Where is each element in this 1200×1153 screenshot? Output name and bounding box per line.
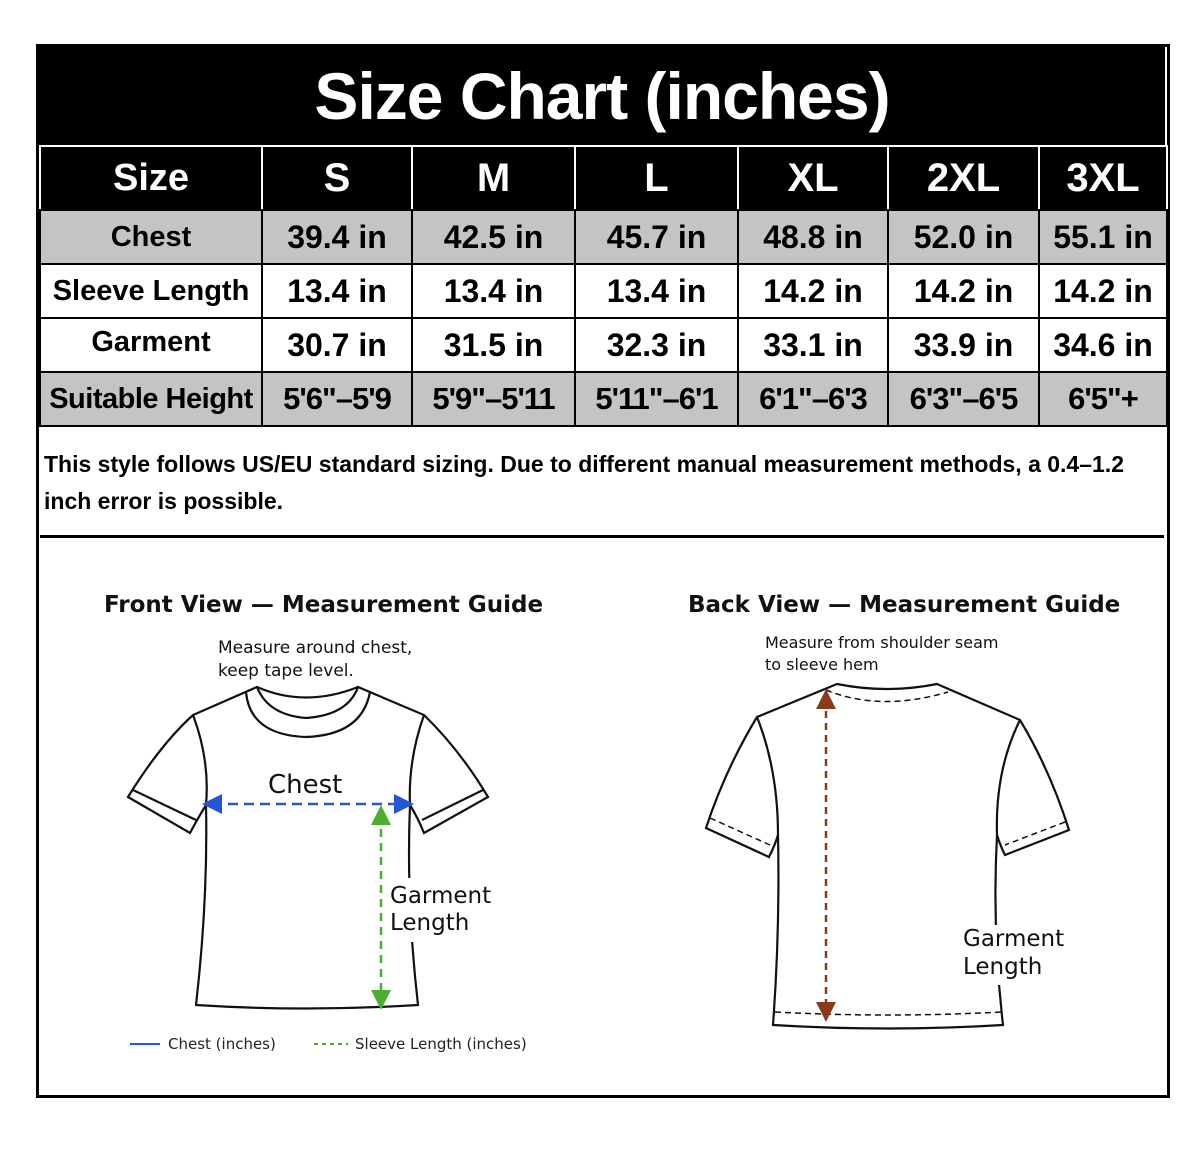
cell: 13.4 in bbox=[261, 263, 413, 319]
front-tshirt-icon bbox=[126, 685, 490, 1010]
cell: 13.4 in bbox=[411, 263, 576, 319]
sizing-note: This style follows US/EU standard sizing… bbox=[40, 432, 1164, 538]
header-row: Size S M L XL 2XL 3XL bbox=[39, 145, 1168, 211]
back-tshirt-icon bbox=[704, 682, 1071, 1030]
header-xl: XL bbox=[737, 145, 889, 211]
header-3xl: 3XL bbox=[1038, 145, 1168, 211]
front-instruction-1: Measure around chest, bbox=[218, 638, 412, 658]
size-table: Size S M L XL 2XL 3XL Chest 39.4 in 42.5… bbox=[39, 145, 1168, 427]
cell: 14.2 in bbox=[887, 263, 1040, 319]
cell: 5'11"–6'1 bbox=[574, 371, 739, 427]
header-size: Size bbox=[39, 145, 263, 211]
cell: 45.7 in bbox=[574, 209, 739, 265]
table-row-garment-length: Garment Length 30.7 in 31.5 in 32.3 in 3… bbox=[39, 317, 1168, 373]
size-chart-frame bbox=[36, 44, 1170, 1098]
cell: 6'5"+ bbox=[1038, 371, 1168, 427]
cell: 39.4 in bbox=[261, 209, 413, 265]
header-2xl: 2XL bbox=[887, 145, 1040, 211]
header-l: L bbox=[574, 145, 739, 211]
chart-title: Size Chart (inches) bbox=[39, 47, 1165, 145]
header-m: M bbox=[411, 145, 576, 211]
front-instruction-2: keep tape level. bbox=[218, 661, 354, 681]
cell: 14.2 in bbox=[1038, 263, 1168, 319]
cell: 32.3 in bbox=[574, 317, 739, 373]
back-instruction-1: Measure from shoulder seam bbox=[765, 633, 999, 652]
row-label: Suitable Height bbox=[39, 371, 263, 427]
cell: 52.0 in bbox=[887, 209, 1040, 265]
back-length-label-1: Garment bbox=[963, 926, 1064, 952]
row-label: Chest bbox=[39, 209, 263, 265]
back-stitching bbox=[709, 689, 1066, 1016]
row-label-text: Garment Length bbox=[91, 326, 211, 358]
front-view-title: Front View — Measurement Guide bbox=[104, 592, 543, 618]
cell: 33.9 in bbox=[887, 317, 1040, 373]
table-row-sleeve: Sleeve Length 13.4 in 13.4 in 13.4 in 14… bbox=[39, 263, 1168, 319]
cell: 33.1 in bbox=[737, 317, 889, 373]
cell: 31.5 in bbox=[411, 317, 576, 373]
table-row-chest: Chest 39.4 in 42.5 in 45.7 in 48.8 in 52… bbox=[39, 209, 1168, 265]
legend-sleeve-label: Sleeve Length (inches) bbox=[355, 1035, 527, 1053]
back-length-label-2: Length bbox=[963, 954, 1042, 980]
back-instruction-2: to sleeve hem bbox=[765, 655, 879, 674]
cell: 13.4 in bbox=[574, 263, 739, 319]
cell: 6'1"–6'3 bbox=[737, 371, 889, 427]
cell: 6'3"–6'5 bbox=[887, 371, 1040, 427]
cell: 48.8 in bbox=[737, 209, 889, 265]
table-row-height: Suitable Height 5'6"–5'9 5'9"–5'11 5'11"… bbox=[39, 371, 1168, 427]
cell: 42.5 in bbox=[411, 209, 576, 265]
row-label: Sleeve Length bbox=[39, 263, 263, 319]
header-s: S bbox=[261, 145, 413, 211]
row-label: Garment Length bbox=[39, 317, 263, 373]
cell: 14.2 in bbox=[737, 263, 889, 319]
cell: 30.7 in bbox=[261, 317, 413, 373]
legend-chest-label: Chest (inches) bbox=[168, 1035, 276, 1053]
chest-label: Chest bbox=[268, 770, 342, 800]
cell: 55.1 in bbox=[1038, 209, 1168, 265]
cell: 5'9"–5'11 bbox=[411, 371, 576, 427]
front-length-label-2: Length bbox=[390, 910, 469, 936]
cell: 34.6 in bbox=[1038, 317, 1168, 373]
front-length-label-1: Garment bbox=[390, 883, 491, 909]
cell: 5'6"–5'9 bbox=[261, 371, 413, 427]
back-view-title: Back View — Measurement Guide bbox=[688, 592, 1120, 618]
